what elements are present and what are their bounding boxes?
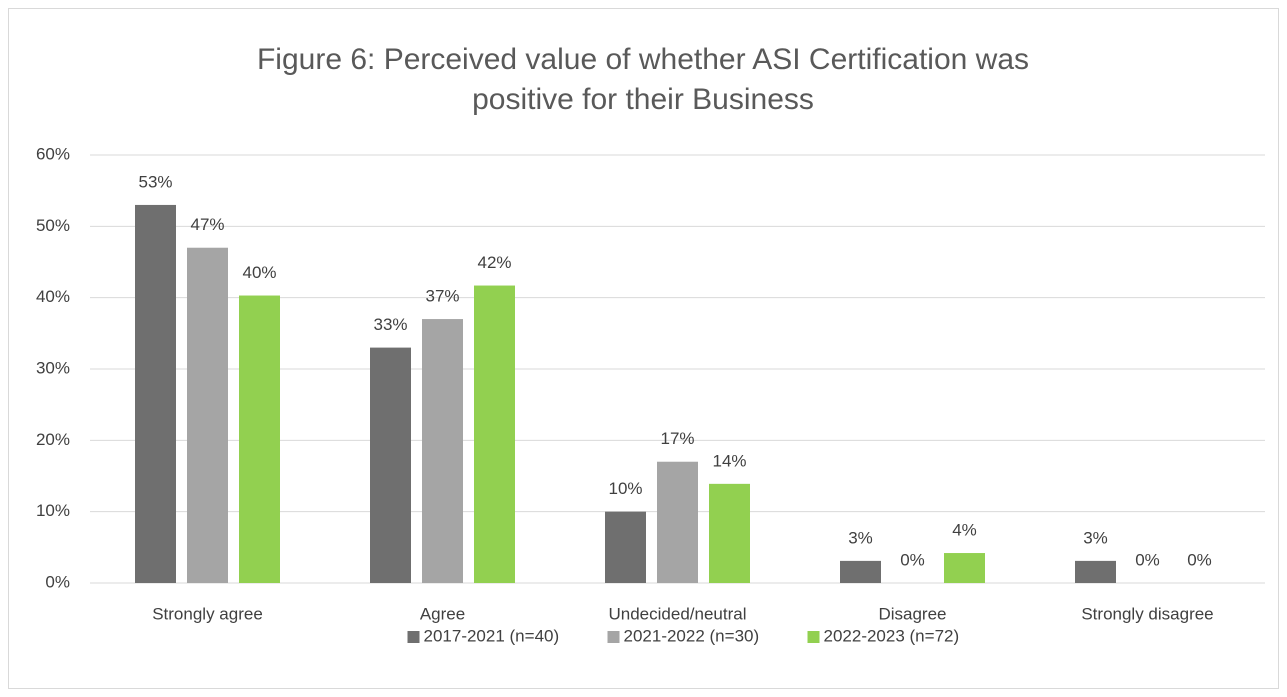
bar — [1075, 560, 1116, 583]
data-label: 3% — [848, 528, 873, 547]
data-label: 3% — [1083, 528, 1108, 547]
data-label: 33% — [373, 315, 407, 334]
bar — [840, 560, 881, 583]
data-label: 14% — [712, 451, 746, 470]
data-label: 40% — [242, 263, 276, 282]
bar — [944, 553, 985, 583]
chart-title: Figure 6: Perceived value of whether ASI… — [256, 43, 1030, 116]
x-tick-label: Strongly agree — [152, 604, 263, 623]
data-label: 42% — [477, 253, 511, 272]
bar — [187, 247, 228, 583]
y-tick-label: 20% — [36, 430, 70, 449]
data-label: 37% — [425, 287, 459, 306]
bar — [135, 204, 176, 583]
x-tick-label: Undecided/neutral — [609, 604, 747, 623]
y-tick-label: 10% — [36, 501, 70, 520]
bar — [657, 461, 698, 583]
bar — [709, 483, 750, 583]
y-tick-label: 40% — [36, 287, 70, 306]
y-tick-label: 50% — [36, 216, 70, 235]
bar — [474, 285, 515, 583]
legend-label: 2017-2021 (n=40) — [424, 626, 560, 645]
bar — [239, 295, 280, 583]
legend-swatch — [607, 631, 620, 643]
legend-swatch — [807, 631, 820, 643]
legend-label: 2022-2023 (n=72) — [824, 626, 960, 645]
data-label: 0% — [1135, 550, 1160, 569]
data-label: 0% — [900, 550, 925, 569]
data-label: 53% — [138, 172, 172, 191]
y-tick-label: 30% — [36, 358, 70, 377]
bar — [370, 347, 411, 583]
y-tick-label: 60% — [36, 144, 70, 163]
x-tick-label: Strongly disagree — [1081, 604, 1213, 623]
data-label: 47% — [190, 215, 224, 234]
y-tick-label: 0% — [45, 572, 70, 591]
x-tick-label: Agree — [420, 604, 465, 623]
data-label: 10% — [608, 479, 642, 498]
data-label: 0% — [1187, 550, 1212, 569]
data-label: 17% — [660, 429, 694, 448]
x-tick-label: Disagree — [878, 604, 946, 623]
data-label: 4% — [952, 521, 977, 540]
legend-label: 2021-2022 (n=30) — [624, 626, 760, 645]
bar — [605, 511, 646, 583]
bar — [422, 319, 463, 583]
legend-swatch — [407, 631, 420, 643]
